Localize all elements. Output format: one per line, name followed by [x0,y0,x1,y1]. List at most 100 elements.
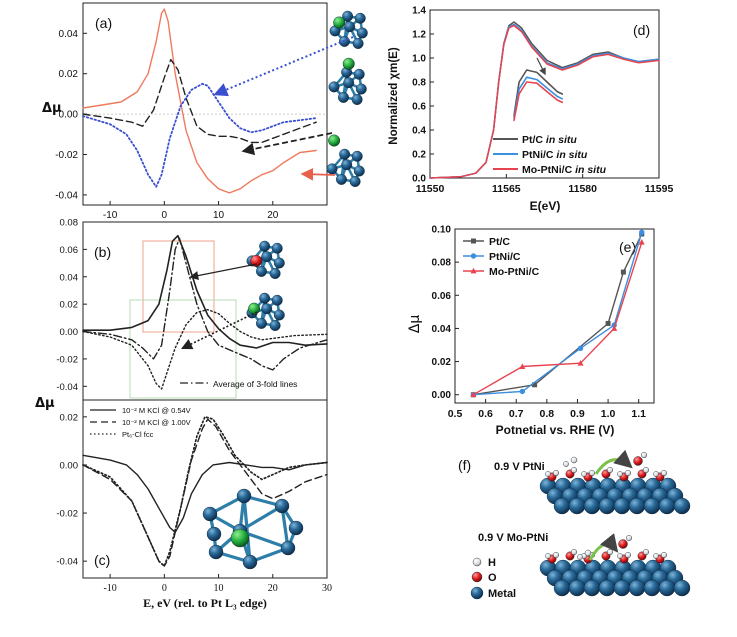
metal-atom [353,165,365,177]
slab-metal-atom [658,579,676,597]
panel-d-inset-series-0 [513,69,564,117]
slab-metal-atom [628,579,646,597]
metal-atom [342,10,354,22]
panel-d-ytick-label: 0.6 [412,102,426,113]
panel-c-legend-label: 10⁻² M KCl @ 1.00V [122,418,191,427]
panel-e-marker [519,363,526,369]
adsorbate-atom [328,134,341,147]
panel-b-arrow-dotted [180,311,258,350]
surface-hydrogen [661,552,668,559]
panel-b-series-1 [82,237,328,371]
panel-bc-ylabel: Δμ [35,396,55,411]
panel-b-ytick-label: 0.08 [60,218,79,229]
metal-atom [269,268,281,279]
panel-d-inset-arrow [536,57,546,76]
panel-d-series-2 [429,24,660,179]
panel-e-legend-label: PtNi/C [489,251,521,263]
panel-c-legend-label: 10⁻² M KCl @ 0.54V [122,406,191,415]
panel-b-series-2 [82,308,328,390]
panel-b-ytick-label: 0.06 [60,245,79,256]
panel-d-legend-italic: in situ [546,134,578,146]
slab-metal-atom [568,579,586,597]
surface-hydrogen [553,470,560,477]
panel-e-ytick-label: 0.10 [432,225,452,236]
panel-f-title-top: 0.9 V PtNi [494,461,545,473]
metal-atom [353,68,365,80]
gas-hydrogen [570,456,578,464]
panel-e-ytick-label: 0.06 [432,291,452,302]
panel-b-ytick-label: -0.04 [56,382,78,393]
panel-a-ytick-label: 0.02 [59,69,79,80]
surface-hydrogen [589,470,596,477]
surface-hydrogen [617,471,623,477]
surface-hydrogen [625,552,632,559]
cluster-a-bottom [326,134,365,187]
panel-e-xtick-label: 0.7 [509,408,524,420]
panel-e-legend-marker [470,253,477,259]
panel-a-ylabel: Δμ [42,101,62,116]
surface-hydrogen [617,553,623,559]
panel-a-series-0 [82,8,317,194]
metal-atom [269,320,281,331]
metal-atom [271,294,283,306]
cluster-bond [242,495,252,563]
slab-metal-atom [598,497,616,515]
panel-c-xtick-label: -10 [103,583,116,594]
panel-b-ytick-label: -0.02 [56,354,78,365]
panel-f-legend-swatch [471,571,483,583]
slab-metal-atom [568,497,586,515]
panel-e-xtick-label: 0.8 [540,408,555,420]
metal-atom [336,173,347,185]
panel-c-ytick-label: 0.02 [60,412,79,423]
metal-atom [356,27,368,39]
metal-atom [259,240,271,252]
metal-atom [236,488,252,504]
panel-c-series-2 [82,415,328,567]
panel-c-ytick-label: -0.04 [56,557,78,568]
panel-e-xlabel: Potnetial vs. RHE (V) [496,423,615,437]
gas-hydrogen [626,535,633,542]
adsorbate-atom [248,302,261,315]
metal-atom [355,83,367,95]
panel-f-slab-top [539,467,691,515]
cluster-b-bottom [246,292,285,331]
gas-hydrogen [641,452,648,459]
panel-c-frame [82,399,328,579]
panel-e-legend-marker [470,267,477,274]
panel-d-xtick-label: 11580 [568,183,597,195]
panel-d-ytick-label: 0.4 [412,126,426,137]
metal-atom [259,292,271,304]
gas-oxygen [633,456,643,466]
gas-oxygen [618,539,628,549]
metal-atom [349,176,361,187]
panel-d-inset-series-1 [513,76,564,119]
panel-c-xtick-label: 20 [268,583,278,594]
panel-e-ytick-label: 0.00 [432,390,452,401]
metal-atom [261,251,273,263]
cluster-a-top [329,10,368,49]
metal-atom [280,540,296,556]
panel-e-marker [532,382,538,388]
surface-hydrogen [653,553,659,559]
panel-e-xtick-label: 1.0 [601,408,616,420]
panel-e-marker [577,345,584,352]
panel-a-xtick-label: 10 [213,210,225,221]
metal-atom [351,150,363,162]
panel-c-xlabel: E, eV (rel. to Pt L₃ edge) [143,596,267,610]
slab-metal-atom [583,579,601,597]
panel-e-legend-label: Pt/C [489,236,510,248]
metal-atom [328,81,340,93]
surface-hydrogen [581,471,587,477]
panel-d-label: (d) [633,22,650,38]
slab-metal-atom [553,497,571,515]
gas-hydrogen [584,549,592,557]
panel-e-frame [454,228,655,404]
metal-atom [273,309,285,321]
panel-b-highlight-green [129,299,237,399]
surface-hydrogen [625,470,632,477]
surface-hydrogen [607,549,614,556]
cluster-a-middle [328,57,367,105]
adsorbate-atom [333,16,346,29]
panel-e-label: (e) [619,239,636,255]
panel-c-ytick-label: 0.00 [60,460,79,471]
